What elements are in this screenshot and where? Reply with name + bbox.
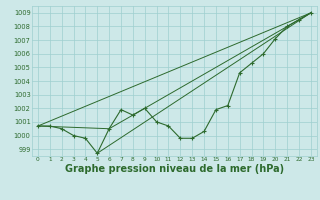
X-axis label: Graphe pression niveau de la mer (hPa): Graphe pression niveau de la mer (hPa)	[65, 164, 284, 174]
